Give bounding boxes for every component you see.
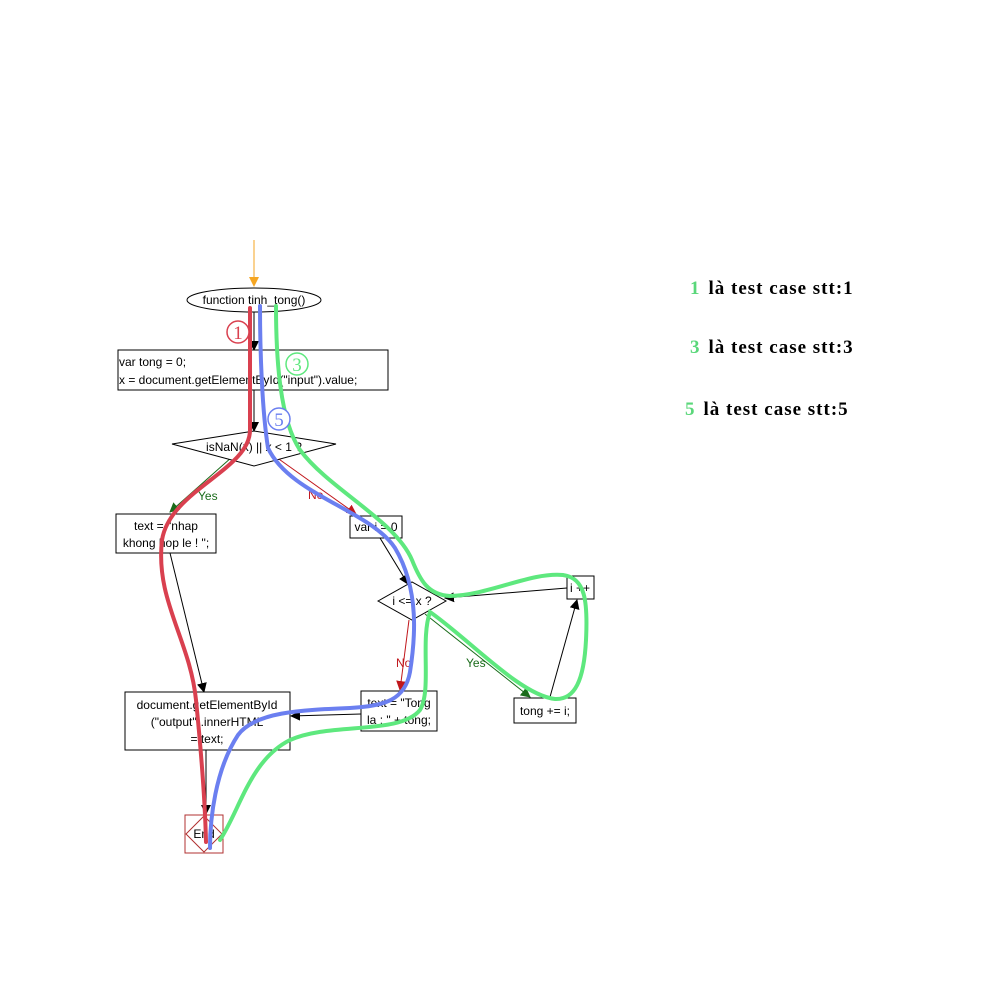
edge-accumulate-increment: [549, 599, 580, 698]
legend-item-5: 5 là test case stt:5: [685, 399, 849, 421]
test-path-3: [218, 304, 589, 842]
edge-seti-decision2: [379, 537, 409, 585]
result-node: text = "Tong la : " + tong;: [360, 690, 438, 732]
edge-invalid-output: [169, 552, 207, 693]
start-node: function tinh_tong(): [186, 287, 322, 313]
no-label-2: No: [396, 656, 412, 670]
edge-result-output: [290, 710, 362, 721]
legend-num-1: 1: [690, 278, 701, 299]
yes-label-2: Yes: [466, 656, 486, 670]
start-label: function tinh_tong(): [203, 293, 306, 307]
output-label-1: document.getElementById: [137, 698, 278, 712]
legend-item-1: 1 là test case stt:1: [690, 278, 854, 300]
marker-5: 5: [267, 407, 291, 431]
legend-text-5: là test case stt:5: [703, 399, 849, 420]
invalid-label-2: khong hop le ! ";: [123, 536, 209, 550]
yes-label-1: Yes: [198, 489, 218, 503]
invalid-input-node: text = "nhap khong hop le ! ";: [115, 513, 217, 554]
edge-decision1-no: [275, 456, 357, 515]
edge-decision2-no: [396, 619, 410, 691]
legend-item-3: 3 là test case stt:3: [690, 337, 854, 359]
output-label-2: ("output").innerHTML: [151, 715, 264, 729]
accumulate-label: tong += i;: [520, 704, 570, 718]
marker-3-label: 3: [292, 355, 302, 376]
init-label-1: var tong = 0;: [119, 355, 186, 369]
marker-1-label: 1: [233, 323, 243, 344]
legend-num-5: 5: [685, 399, 696, 420]
legend-num-3: 3: [690, 337, 701, 358]
marker-3: 3: [285, 352, 309, 376]
edge-decision2-yes: [424, 613, 531, 698]
marker-5-label: 5: [274, 410, 284, 431]
test-path-1: [159, 306, 253, 844]
marker-1: 1: [226, 320, 250, 344]
legend-text-1: là test case stt:1: [708, 278, 854, 299]
init-node: var tong = 0; x = document.getElementByI…: [117, 349, 389, 391]
test-path-5: [208, 304, 417, 850]
accumulate-node: tong += i;: [513, 697, 577, 724]
output-node: document.getElementById ("output").inner…: [124, 691, 291, 751]
output-label-3: = text;: [190, 732, 223, 746]
result-label-1: text = "Tong: [367, 696, 430, 710]
legend-text-3: là test case stt:3: [708, 337, 854, 358]
init-label-2: x = document.getElementById("input").val…: [119, 373, 357, 387]
edge-decision1-yes: [169, 456, 233, 513]
decision1-label: isNaN(x) || x < 1 ?: [206, 440, 302, 454]
